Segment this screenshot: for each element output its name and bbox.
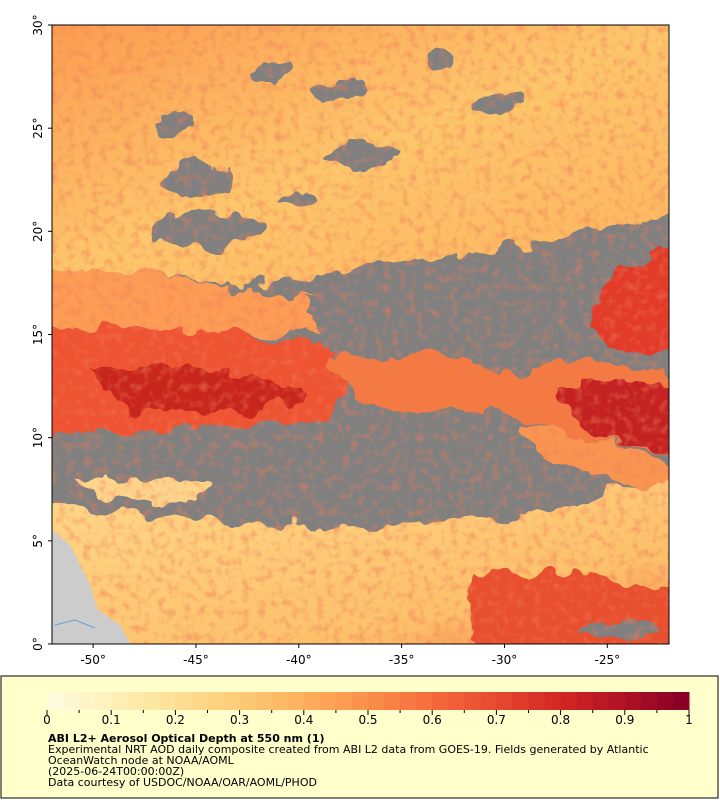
colorbar-step <box>143 692 160 710</box>
colorbar-step <box>512 692 529 710</box>
legend-description-line: Experimental NRT AOD daily composite cre… <box>48 743 649 756</box>
colorbar-step <box>271 692 289 710</box>
colorbar-step <box>496 692 513 710</box>
colorbar-step <box>528 692 546 710</box>
colorbar-tick-label: 0.5 <box>358 713 377 727</box>
colorbar-step <box>448 692 465 710</box>
colorbar-tick-label: 0.9 <box>615 713 634 727</box>
colorbar-step <box>432 692 449 710</box>
colorbar-step <box>400 692 417 710</box>
lat-tick-label: 20° <box>31 221 45 242</box>
colorbar-step <box>335 692 353 710</box>
lon-tick-label: -25° <box>594 653 620 667</box>
colorbar-step <box>544 692 562 710</box>
colorbar-step <box>319 692 337 710</box>
colorbar-step <box>127 692 144 710</box>
colorbar-tick-label: 0.4 <box>294 713 313 727</box>
colorbar-step <box>480 692 497 710</box>
colorbar-step <box>416 692 433 710</box>
colorbar-step <box>368 692 385 710</box>
colorbar-tick-label: 0 <box>43 713 51 727</box>
texture <box>52 25 669 644</box>
colorbar-step <box>640 692 658 710</box>
colorbar-tick-label: 0.8 <box>551 713 570 727</box>
colorbar-step <box>79 692 96 710</box>
lon-tick-label: -50° <box>80 653 106 667</box>
legend-description-line: (2025-06-24T00:00:00Z) <box>48 765 184 778</box>
lon-tick-label: -35° <box>389 653 415 667</box>
colorbar-step <box>303 692 321 710</box>
colorbar-step <box>351 692 369 710</box>
colorbar-step <box>159 692 176 710</box>
colorbar-step <box>239 692 257 710</box>
land <box>52 530 130 644</box>
colorbar-step <box>287 692 305 710</box>
colorbar-step <box>656 692 674 710</box>
colorbar-step <box>576 692 594 710</box>
lon-tick-label: -30° <box>492 653 518 667</box>
colorbar-tick-label: 1 <box>685 713 693 727</box>
colorbar-step <box>63 692 80 710</box>
colorbar-step <box>175 692 192 710</box>
lat-tick-label: 5° <box>31 534 45 548</box>
colorbar-step <box>672 692 690 710</box>
colorbar-step <box>191 692 208 710</box>
lat-tick-label: 15° <box>31 324 45 345</box>
colorbar-tick-label: 0.1 <box>102 713 121 727</box>
colorbar-step <box>608 692 626 710</box>
colorbar-step <box>111 692 128 710</box>
colorbar-step <box>47 692 64 710</box>
lat-tick-label: 30° <box>31 14 45 35</box>
colorbar-step <box>255 692 273 710</box>
colorbar-step <box>464 692 481 710</box>
lon-tick-label: -45° <box>183 653 209 667</box>
lat-tick-label: 0° <box>31 637 45 651</box>
colorbar-step <box>207 692 225 710</box>
colorbar-step <box>624 692 642 710</box>
legend-description-line: Data courtesy of USDOC/NOAA/OAR/AOML/PHO… <box>48 776 317 789</box>
river <box>54 619 96 629</box>
colorbar-tick-label: 0.7 <box>487 713 506 727</box>
lat-tick-label: 10° <box>31 427 45 448</box>
colorbar-step <box>223 692 241 710</box>
lat-tick-label: 25° <box>31 118 45 139</box>
colorbar-tick-label: 0.6 <box>423 713 442 727</box>
colorbar-tick-label: 0.2 <box>166 713 185 727</box>
colorbar-step <box>592 692 610 710</box>
legend-description: Experimental NRT AOD daily composite cre… <box>48 743 649 789</box>
aod-map <box>52 25 669 644</box>
legend-title: ABI L2+ Aerosol Optical Depth at 550 nm … <box>48 732 325 745</box>
legend-description-line: OceanWatch node at NOAA/AOML <box>48 754 235 767</box>
colorbar-step <box>560 692 578 710</box>
lon-tick-label: -40° <box>286 653 312 667</box>
colorbar-step <box>384 692 401 710</box>
colorbar-tick-label: 0.3 <box>230 713 249 727</box>
colorbar-step <box>95 692 112 710</box>
